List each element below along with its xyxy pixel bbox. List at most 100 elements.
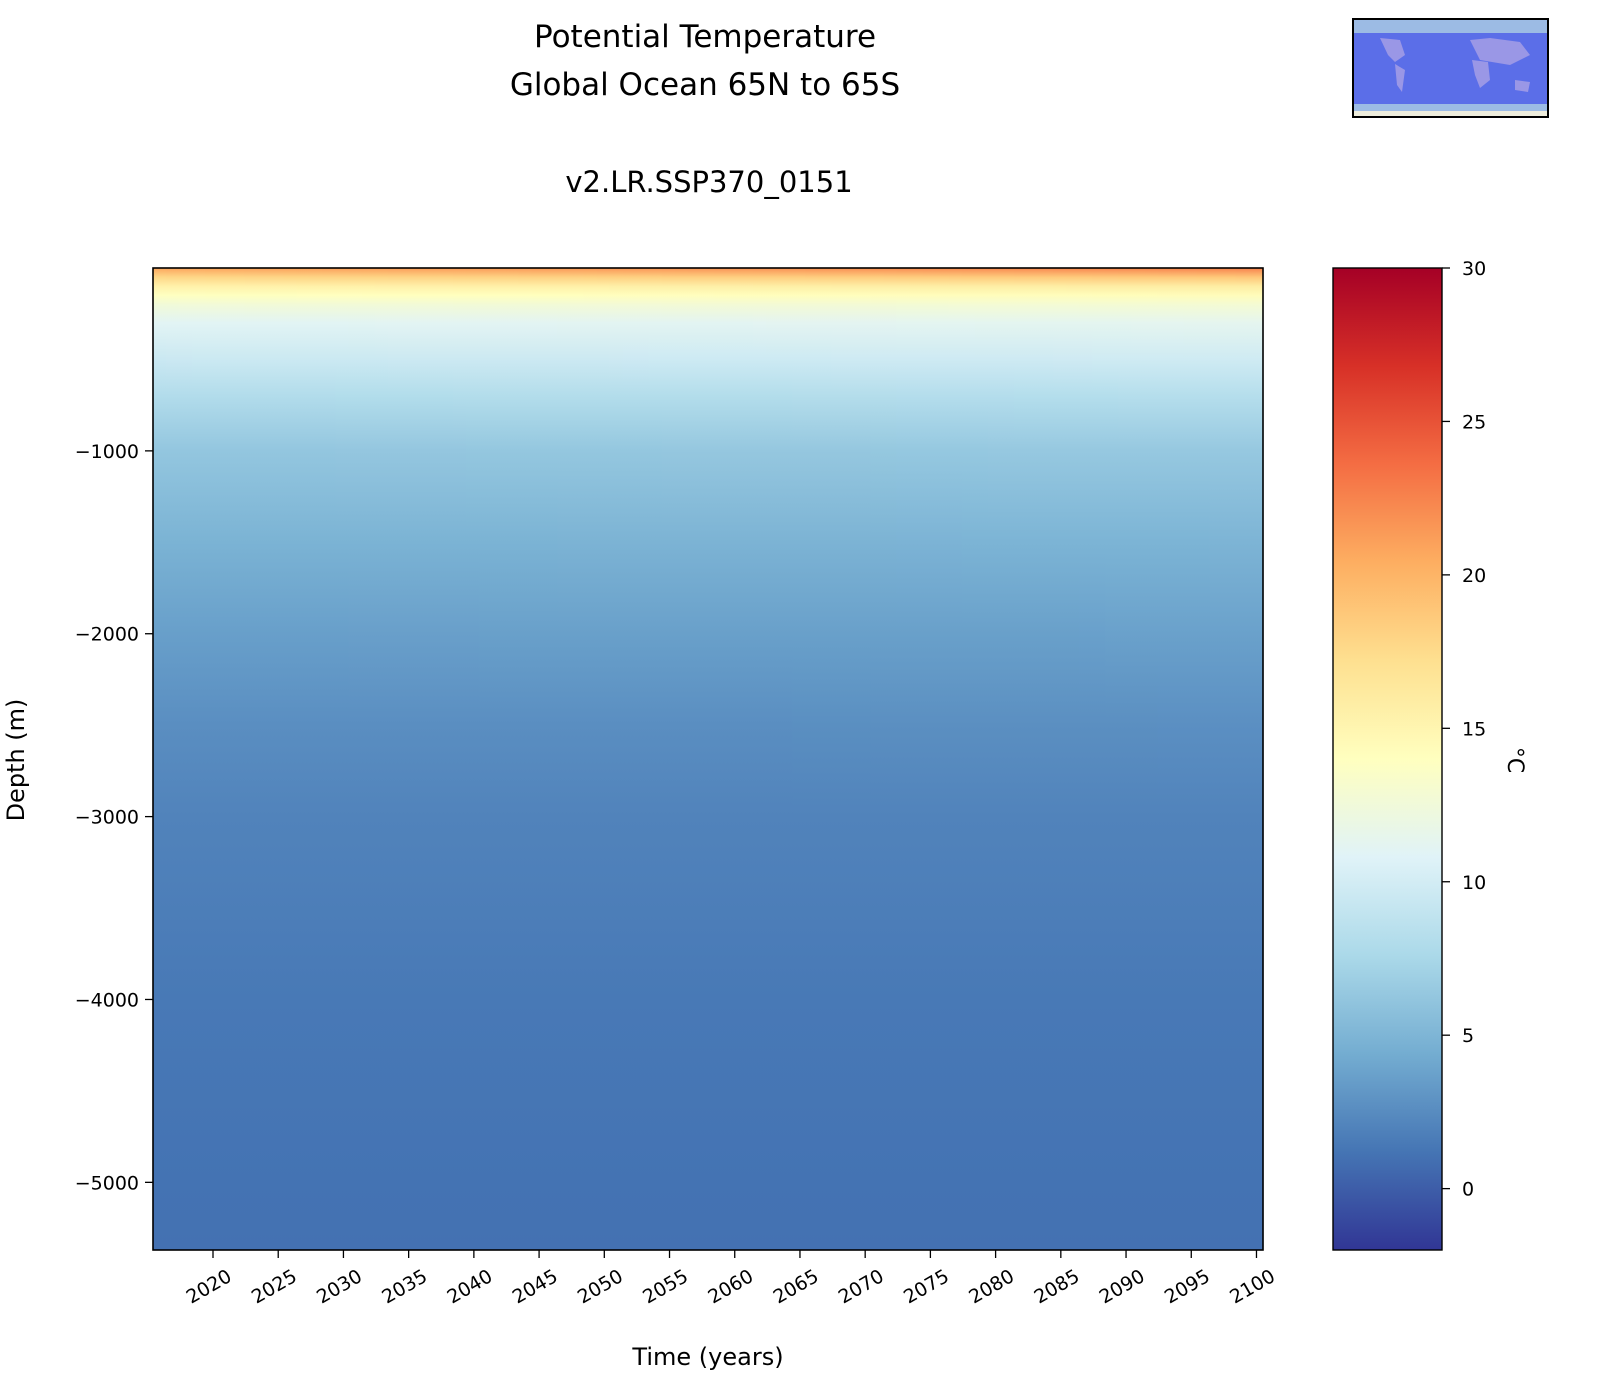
y-tick-label: −1000 [75,441,139,463]
heatmap-column [335,268,350,1250]
heatmap-column [961,268,976,1250]
heatmap-column [544,268,558,1250]
heatmap-column [948,268,963,1250]
x-tick-label: 2090 [1096,1265,1149,1308]
heatmap-column [766,268,780,1250]
heatmap-column [674,268,689,1250]
heatmap-column [779,268,793,1250]
heatmap-column [1196,268,1211,1250]
heatmap-column [1105,268,1119,1250]
heatmap-column [570,268,585,1250]
heatmap-column [687,268,702,1250]
heatmap-column [505,268,519,1250]
colorbar-tick-label: 15 [1462,718,1486,740]
y-axis: −1000 −2000 −3000 −4000 −5000 [75,441,153,1194]
heatmap-column [153,268,167,1250]
heatmap-column [596,268,611,1250]
x-tick-label: 2055 [639,1265,692,1308]
heatmap-column [374,268,389,1250]
inset-region-map [1352,18,1549,118]
x-tick-label: 2095 [1161,1265,1214,1308]
x-tick-label: 2025 [248,1265,301,1308]
heatmap-column [296,268,311,1250]
plot-frame [152,267,1264,1251]
heatmap-column [361,268,376,1250]
heatmap-column [439,268,454,1250]
heatmap-column [831,268,845,1250]
heatmap-column [622,268,637,1250]
y-tick-label: −5000 [75,1172,139,1194]
colorbar-tick-label: 10 [1462,872,1486,894]
heatmap-column [453,268,467,1250]
colorbar-ticks: 0 5 10 15 20 25 30 [1442,258,1486,1201]
heatmap-column [818,268,832,1250]
heatmap-column [1013,268,1028,1250]
x-tick-label: 2045 [509,1265,562,1308]
heatmap-column [974,268,989,1250]
heatmap-column [1079,268,1093,1250]
x-axis: 2020 2025 2030 2035 2040 2045 2050 2055 2060 2065… [183,1250,1279,1309]
heatmap-column [857,268,871,1250]
colorbar-tick-label: 25 [1462,411,1486,433]
x-tick-label: 2075 [900,1265,953,1308]
heatmap-column [583,268,598,1250]
heatmap-column [557,268,571,1250]
heatmap-column [413,268,428,1250]
y-tick-label: −2000 [75,624,139,646]
heatmap-column [387,268,402,1250]
heatmap-column [1170,268,1185,1250]
heatmap-column [400,268,415,1250]
heatmap-column [922,268,937,1250]
heatmap-column [348,268,363,1250]
heatmap-column [322,268,337,1250]
heatmap-column [1183,268,1198,1250]
x-tick-label: 2085 [1030,1265,1083,1308]
x-tick-label: 2100 [1226,1265,1279,1308]
heatmap-column [466,268,480,1250]
heatmap-column [231,268,245,1250]
heatmap-column [192,268,206,1250]
heatmap-cells [153,268,1264,1250]
heatmap-column [896,268,911,1250]
colorbar-tick-label: 20 [1462,565,1486,587]
heatmap-column [661,268,676,1250]
heatmap-column [1026,268,1041,1250]
heatmap-column [700,268,715,1250]
x-tick-label: 2030 [313,1265,366,1308]
heatmap-column [166,268,180,1250]
x-axis-label: Time (years) [631,1343,783,1371]
x-tick-label: 2070 [835,1265,888,1308]
colorbar-label: °C [1502,747,1527,773]
heatmap-column [1157,268,1171,1250]
heatmap-column [870,268,885,1250]
heatmap-column [257,268,271,1250]
x-tick-label: 2020 [183,1265,236,1308]
heatmap-column [753,268,767,1250]
heatmap-column [1066,268,1080,1250]
heatmap-column [205,268,219,1250]
heatmap-column [1039,268,1054,1250]
heatmap-column [244,268,258,1250]
heatmap-column [987,268,1002,1250]
heatmap-column [1235,268,1250,1250]
heatmap-column [609,268,624,1250]
heatmap-column [726,268,741,1250]
heatmap-column [426,268,441,1250]
x-tick-label: 2065 [770,1265,823,1308]
colorbar-tick-label: 5 [1462,1025,1474,1047]
heatmap-column [1118,268,1132,1250]
colorbar [1332,267,1443,1251]
heatmap-column [309,268,324,1250]
heatmap-column [179,268,193,1250]
heatmap-column [1092,268,1106,1250]
x-tick-label: 2050 [574,1265,627,1308]
heatmap-column [648,268,663,1250]
heatmap-column [1222,268,1237,1250]
x-tick-label: 2040 [443,1265,496,1308]
colorbar-tick-label: 30 [1462,258,1486,280]
heatmap-column [492,268,506,1250]
heatmap-column [531,268,545,1250]
heatmap-column [1248,268,1263,1250]
x-tick-label: 2060 [704,1265,757,1308]
